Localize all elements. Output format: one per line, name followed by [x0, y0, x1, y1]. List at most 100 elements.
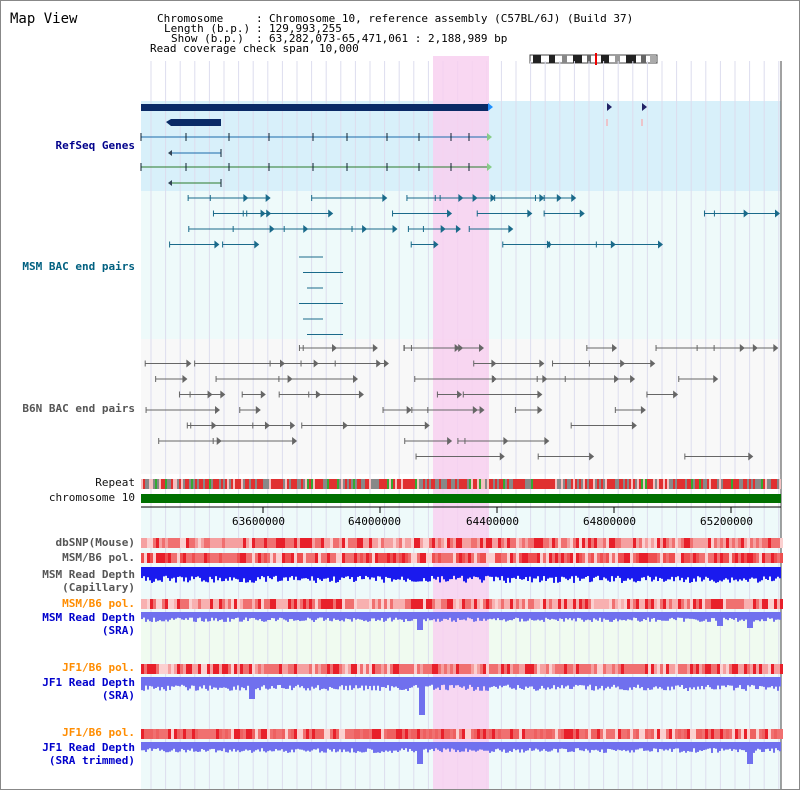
read-depth-bar	[361, 567, 363, 580]
polymorphism-cell	[768, 664, 771, 674]
read-depth-bar	[163, 677, 165, 690]
polymorphism-cell	[441, 538, 444, 548]
polymorphism-cell	[483, 553, 486, 563]
polymorphism-cell	[279, 553, 282, 563]
repeat-segment	[193, 479, 195, 489]
repeat-segment	[649, 479, 651, 489]
read-depth-bar	[329, 742, 331, 750]
read-depth-bar	[555, 567, 557, 577]
polymorphism-cell	[204, 538, 207, 548]
read-depth-bar	[227, 567, 229, 581]
read-depth-bar	[531, 612, 533, 621]
read-depth-bar	[499, 567, 501, 581]
read-depth-bar	[775, 742, 777, 749]
read-depth-bar	[191, 742, 193, 749]
polymorphism-cell	[144, 729, 147, 739]
polymorphism-cell	[195, 664, 198, 674]
repeat-segment	[169, 479, 171, 489]
read-depth-bar	[647, 612, 649, 618]
track-label-dbsnp[interactable]: dbSNP(Mouse)	[55, 536, 135, 549]
repeat-segment	[149, 479, 151, 489]
track-label-jf1-pol-1[interactable]: JF1/B6 pol.	[62, 661, 135, 674]
polymorphism-cell	[255, 729, 258, 739]
read-depth-bar	[273, 677, 275, 689]
polymorphism-cell	[654, 553, 657, 563]
read-depth-bar	[693, 742, 695, 749]
read-depth-bar	[557, 677, 559, 687]
polymorphism-cell	[399, 599, 402, 609]
polymorphism-cell	[696, 729, 699, 739]
read-depth-bar	[747, 567, 749, 582]
read-depth-bar	[447, 567, 449, 582]
polymorphism-cell	[378, 553, 381, 563]
track-label-msm-depth-capillary[interactable]: MSM Read Depth	[42, 568, 135, 581]
read-depth-bar	[389, 742, 391, 751]
read-depth-bar	[443, 612, 445, 619]
polymorphism-cell	[438, 664, 441, 674]
read-depth-bar	[373, 612, 375, 619]
repeat-segment	[257, 479, 259, 489]
polymorphism-cell	[747, 553, 750, 563]
polymorphism-cell	[627, 664, 630, 674]
polymorphism-cell	[402, 553, 405, 563]
polymorphism-cell	[549, 729, 552, 739]
read-depth-bar	[439, 567, 441, 583]
track-label-msm-pol-1[interactable]: MSM/B6 pol.	[62, 551, 135, 564]
repeat-segment	[155, 479, 157, 489]
read-depth-bar	[379, 612, 381, 621]
track-label-b6n-bac[interactable]: B6N BAC end pairs	[22, 402, 135, 415]
track-label-msm-depth-sra[interactable]: MSM Read Depth	[42, 611, 135, 624]
read-depth-bar	[713, 742, 715, 749]
read-depth-bar	[739, 742, 741, 750]
polymorphism-cell	[381, 553, 384, 563]
track-label-jf1-depth-sra[interactable]: JF1 Read Depth	[42, 676, 135, 689]
read-depth-bar	[683, 677, 685, 689]
polymorphism-cell	[285, 729, 288, 739]
polymorphism-cell	[597, 599, 600, 609]
read-depth-bar	[525, 567, 527, 578]
read-depth-bar	[167, 567, 169, 579]
read-depth-bar	[339, 677, 341, 687]
repeat-segment	[715, 479, 717, 489]
read-depth-bar	[735, 567, 737, 580]
read-depth-bar	[463, 677, 465, 687]
polymorphism-cell	[738, 538, 741, 548]
read-depth-bar	[385, 567, 387, 577]
read-depth-bar	[529, 742, 531, 749]
track-label-refseq[interactable]: RefSeq Genes	[55, 139, 135, 152]
polymorphism-cell	[189, 729, 192, 739]
repeat-segment	[243, 479, 245, 489]
bac-end-arrow	[743, 209, 749, 218]
track-label-jf1-pol-2[interactable]: JF1/B6 pol.	[62, 726, 135, 739]
polymorphism-cell	[177, 664, 180, 674]
repeat-segment	[563, 479, 565, 489]
polymorphism-cell	[177, 599, 180, 609]
repeat-segment	[281, 479, 283, 489]
chromosome-ideogram[interactable]	[529, 53, 659, 65]
polymorphism-cell	[375, 729, 378, 739]
track-label-msm-pol-2[interactable]: MSM/B6 pol.	[62, 597, 135, 610]
polymorphism-cell	[348, 599, 351, 609]
read-depth-bar	[377, 612, 379, 620]
read-depth-bar	[467, 742, 469, 752]
read-depth-bar	[327, 567, 329, 578]
read-depth-bar	[273, 742, 275, 752]
repeat-segment	[461, 479, 463, 489]
repeat-segment	[767, 479, 769, 489]
read-depth-bar	[435, 677, 437, 689]
track-label-jf1-depth-trimmed[interactable]: JF1 Read Depth	[42, 741, 135, 754]
read-depth-bar	[735, 612, 737, 619]
repeat-segment	[375, 479, 377, 489]
read-depth-bar	[323, 612, 325, 621]
repeat-segment	[353, 479, 355, 489]
read-depth-bar	[479, 567, 481, 580]
read-depth-bar	[261, 567, 263, 577]
read-depth-bar	[413, 677, 415, 686]
polymorphism-cell	[345, 553, 348, 563]
polymorphism-cell	[753, 599, 756, 609]
read-depth-bar	[485, 567, 487, 577]
track-label-msm-bac[interactable]: MSM BAC end pairs	[22, 260, 135, 273]
read-depth-bar	[551, 742, 553, 751]
read-depth-bar	[557, 612, 559, 621]
